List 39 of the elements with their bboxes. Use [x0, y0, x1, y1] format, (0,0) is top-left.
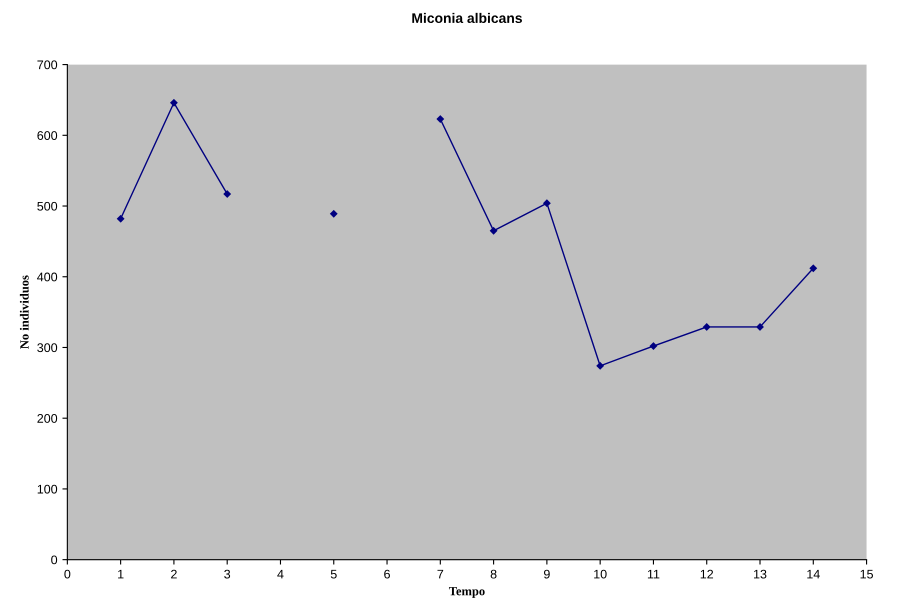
y-tick-label: 700 — [37, 60, 58, 70]
y-tick-label: 600 — [37, 131, 58, 140]
x-tick-label: 5 — [330, 570, 337, 579]
point — [224, 190, 231, 198]
y-tick-label: 200 — [37, 414, 58, 423]
point — [330, 210, 338, 218]
point — [810, 264, 817, 272]
x-tick-label: 15 — [860, 570, 873, 579]
point — [436, 115, 444, 123]
point — [596, 362, 604, 370]
point — [170, 99, 178, 106]
x-tick-label: 10 — [594, 570, 607, 579]
point — [543, 200, 551, 207]
point — [116, 215, 124, 222]
y-axis-title: No individuos — [20, 275, 29, 349]
x-tick-label: 0 — [64, 570, 70, 579]
x-tick-label: 3 — [224, 570, 230, 579]
y-tick-label: 400 — [37, 272, 58, 282]
x-tick-label: 11 — [648, 570, 660, 578]
x-tick-label: 14 — [807, 570, 820, 578]
x-tick-label: 9 — [544, 570, 550, 579]
y-tick-label: 300 — [37, 343, 58, 352]
x-tick-label: 1 — [118, 570, 124, 578]
point — [703, 323, 710, 331]
x-axis-title: Tempo — [448, 587, 485, 598]
point — [650, 342, 658, 350]
x-tick-label: 13 — [754, 570, 766, 579]
y-tick-label: 100 — [38, 484, 58, 494]
chart-title: Miconia albicans — [412, 12, 522, 24]
x-tick-label: 8 — [490, 570, 497, 579]
x-tick-label: 2 — [171, 570, 177, 578]
x-tick-label: 6 — [384, 570, 390, 579]
y-tick-label: 500 — [37, 202, 58, 211]
x-tick-label: 7 — [437, 570, 444, 578]
y-tick-label: 0 — [51, 555, 58, 564]
x-tick-label: 4 — [277, 570, 284, 578]
x-tick-label: 12 — [700, 570, 714, 578]
point — [756, 323, 764, 331]
point — [490, 227, 498, 234]
